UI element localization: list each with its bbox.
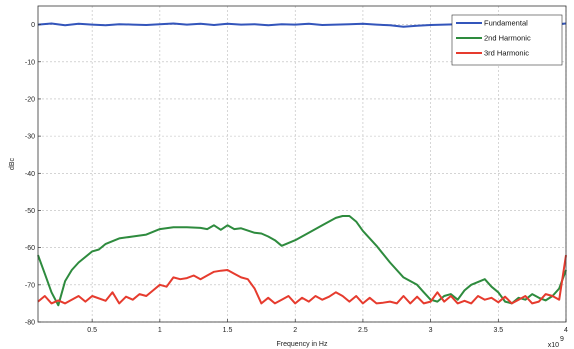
x-exponent-base: x10 — [548, 342, 559, 349]
series-line-2 — [37, 215, 567, 307]
x-tick-label: 4 — [564, 327, 568, 334]
legend-label-2: 2nd Harmonic — [484, 34, 531, 43]
ticks: 0.5 1 1.5 2 2.5 3 3.5 4 0 -10 -20 -30 -40 -50 -60 -70 -8… — [25, 22, 568, 334]
plot-frame — [37, 5, 567, 323]
x-tick-label: 1.5 — [223, 327, 233, 334]
x-tick-label: 3 — [429, 327, 433, 334]
x-tick-label: 2 — [293, 327, 297, 334]
x-tick-label: 2.5 — [358, 327, 368, 334]
x-exponent-power: 9 — [560, 336, 564, 343]
y-tick-label: -70 — [25, 282, 35, 289]
x-axis-label: Frequency in Hz — [277, 341, 328, 348]
x-tick-label: 1 — [158, 327, 162, 334]
y-tick-label: -50 — [25, 208, 35, 215]
x-tick-label: 3.5 — [493, 327, 503, 334]
y-tick-label: -60 — [25, 245, 35, 252]
y-tick-label: -40 — [25, 171, 35, 178]
y-tick-label: -80 — [25, 320, 35, 327]
y-tick-label: 0 — [31, 22, 35, 29]
y-axis-label: dBc — [9, 157, 16, 170]
x-tick-label: 0.5 — [87, 327, 97, 334]
legend-label-1: Fundamental — [484, 19, 528, 28]
series-line-3 — [37, 254, 567, 305]
y-tick-label: -30 — [25, 134, 35, 141]
y-tick-label: -10 — [25, 59, 35, 66]
y-tick-label: -20 — [25, 96, 35, 103]
legend-label-3: 3rd Harmonic — [484, 49, 529, 58]
legend: Fundamental 2nd Harmonic 3rd Harmonic — [451, 14, 563, 66]
